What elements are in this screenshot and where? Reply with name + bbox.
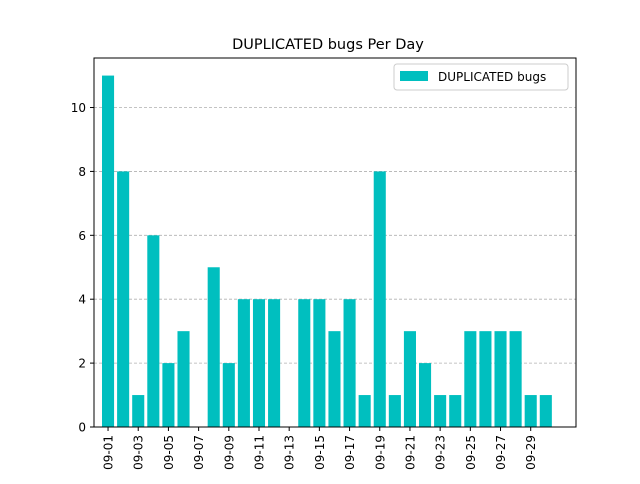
x-tick-label: 09-29 (524, 435, 538, 470)
bar (222, 363, 235, 427)
bar (494, 331, 507, 427)
x-tick-label: 09-23 (434, 435, 448, 470)
y-tick-label: 0 (78, 421, 86, 435)
bar (343, 299, 356, 427)
bar (419, 363, 432, 427)
x-tick-label: 09-13 (283, 435, 297, 470)
x-tick-label: 09-21 (403, 435, 417, 470)
bar (102, 75, 115, 428)
plot-frame (93, 57, 577, 428)
y-tick-label: 4 (78, 293, 86, 307)
bar (298, 299, 311, 427)
bar (117, 171, 130, 427)
bar (539, 395, 552, 427)
legend: DUPLICATED bugs (393, 63, 569, 91)
bar (132, 395, 145, 427)
x-tick-label: 09-05 (162, 435, 176, 470)
bar (162, 363, 175, 427)
x-tick-label: 09-11 (252, 435, 266, 470)
bar (388, 395, 401, 427)
x-tick-label: 09-01 (102, 435, 116, 470)
x-tick-label: 09-15 (313, 435, 327, 470)
bar (177, 331, 190, 427)
x-tick-label: 09-07 (192, 435, 206, 470)
y-tick-label: 2 (78, 357, 86, 371)
bar (434, 395, 447, 427)
bar (147, 235, 160, 427)
y-tick-label: 6 (78, 229, 86, 243)
x-tick-label: 09-09 (222, 435, 236, 470)
bar (207, 267, 220, 427)
bar (524, 395, 537, 427)
bar (479, 331, 492, 427)
bar (313, 299, 326, 427)
y-tick-label: 10 (71, 101, 86, 115)
legend-box (393, 63, 569, 91)
bar (509, 331, 522, 427)
bar (449, 395, 462, 427)
bar (268, 299, 281, 427)
bar (464, 331, 477, 427)
bar (237, 299, 250, 427)
bar (252, 299, 266, 427)
bar (328, 331, 341, 427)
bar (358, 395, 371, 427)
x-tick-label: 09-27 (494, 435, 508, 470)
x-tick-label: 09-03 (132, 435, 146, 470)
x-tick-label: 09-19 (373, 435, 387, 470)
x-tick-label: 09-25 (464, 435, 478, 470)
bar (373, 171, 386, 427)
y-tick-label: 8 (78, 165, 86, 179)
x-tick-label: 09-17 (343, 435, 357, 470)
bar (403, 331, 416, 427)
legend-swatch (400, 71, 428, 81)
chart-title: DUPLICATED bugs Per Day (232, 37, 424, 53)
legend-label: DUPLICATED bugs (438, 70, 546, 84)
